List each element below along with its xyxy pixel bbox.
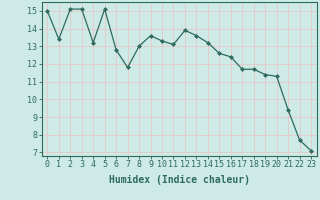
X-axis label: Humidex (Indice chaleur): Humidex (Indice chaleur) (109, 175, 250, 185)
